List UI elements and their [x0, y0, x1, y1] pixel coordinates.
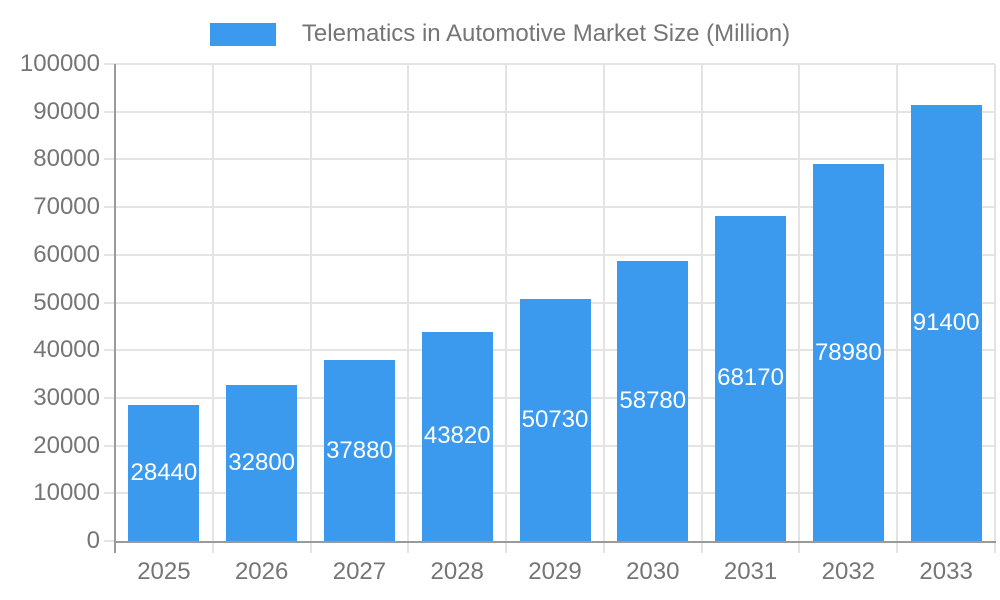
v-gridline [505, 64, 508, 541]
y-tick-mark [104, 396, 115, 399]
y-tick-label: 10000 [33, 479, 100, 507]
y-tick-mark [104, 206, 115, 209]
h-gridline [115, 158, 995, 161]
y-tick-mark [104, 492, 115, 495]
v-gridline [994, 64, 996, 541]
legend-swatch [209, 22, 276, 46]
y-tick-label: 20000 [33, 431, 100, 459]
x-tick-label: 2027 [332, 558, 387, 585]
x-tick-mark [211, 543, 214, 553]
y-tick-label: 90000 [33, 97, 100, 125]
y-tick-mark [104, 110, 115, 113]
bar-value-label: 43820 [423, 422, 491, 450]
h-gridline [115, 206, 995, 209]
y-tick-label: 70000 [33, 193, 100, 221]
bar-2029 [519, 299, 591, 541]
bar-2027 [323, 360, 395, 541]
y-tick-mark [104, 349, 115, 352]
h-gridline [115, 253, 995, 256]
legend-label: Telematics in Automotive Market Size (Mi… [301, 20, 791, 47]
x-tick-label: 2033 [919, 558, 973, 585]
y-tick-mark [104, 540, 115, 542]
bar-2033 [910, 105, 982, 541]
x-tick-label: 2029 [528, 558, 582, 585]
x-tick-label: 2031 [723, 558, 778, 585]
x-tick-label: 2025 [137, 558, 191, 585]
bar-value-label: 58780 [619, 386, 687, 414]
x-tick-mark [602, 543, 605, 553]
x-tick-mark [700, 543, 703, 553]
bar-value-label: 28440 [130, 459, 198, 487]
bar-value-label: 68170 [717, 364, 784, 392]
y-tick-label: 50000 [33, 288, 100, 316]
v-gridline [309, 64, 312, 541]
v-gridline [407, 64, 410, 541]
bar-2030 [617, 260, 689, 541]
x-axis-line [114, 541, 996, 543]
y-tick-label: 100000 [19, 50, 100, 77]
y-tick-mark [104, 301, 115, 304]
x-tick-label: 2030 [626, 558, 680, 585]
x-tick-mark [505, 543, 508, 553]
y-tick-mark [104, 444, 115, 447]
v-gridline [700, 64, 703, 541]
bar-2025 [128, 405, 200, 541]
y-tick-mark [104, 63, 115, 65]
x-tick-mark [309, 543, 312, 553]
y-axis-line [114, 64, 116, 553]
bar-2026 [226, 384, 298, 541]
bar-2031 [715, 215, 787, 541]
v-gridline [896, 64, 899, 541]
y-tick-mark [104, 158, 115, 161]
x-tick-mark [896, 543, 899, 553]
x-tick-mark [407, 543, 410, 553]
x-tick-mark [798, 543, 801, 553]
chart-legend: Telematics in Automotive Market Size (Mi… [0, 20, 1000, 48]
bar-2032 [812, 164, 884, 541]
v-gridline [602, 64, 605, 541]
y-tick-label: 80000 [33, 145, 100, 173]
y-tick-label: 60000 [33, 240, 100, 268]
y-tick-label: 0 [86, 527, 100, 554]
bar-value-label: 78980 [814, 338, 882, 366]
bar-value-label: 91400 [912, 309, 980, 336]
y-tick-label: 40000 [33, 336, 100, 364]
h-gridline [115, 63, 995, 65]
bar-2028 [421, 331, 493, 541]
x-tick-label: 2032 [821, 558, 876, 585]
h-gridline [115, 110, 995, 113]
bar-value-label: 32800 [228, 448, 296, 476]
bar-value-label: 37880 [326, 436, 393, 464]
v-gridline [798, 64, 801, 541]
x-tick-label: 2028 [430, 558, 484, 585]
y-tick-mark [104, 253, 115, 256]
v-gridline [211, 64, 214, 541]
x-tick-label: 2026 [234, 558, 289, 585]
bar-value-label: 50730 [521, 406, 589, 433]
y-tick-label: 30000 [33, 383, 100, 411]
x-tick-mark [994, 543, 996, 553]
